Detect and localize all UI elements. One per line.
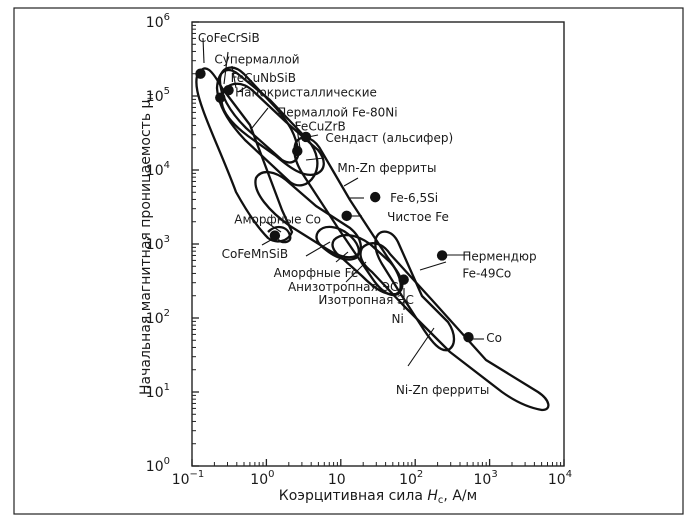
leader-line: [407, 327, 435, 367]
x-tick-label: 10−1: [172, 469, 205, 488]
data-label: Fe-6,5Si: [390, 191, 438, 205]
y-tick-label: 102: [146, 308, 170, 327]
label-leader-lines: [202, 37, 484, 367]
leader-line: [223, 51, 229, 85]
y-tick-label: 100: [146, 456, 170, 475]
data-label: Пермаллой Fe-80Ni: [277, 105, 397, 119]
data-label: Изотропная ЭС: [318, 293, 413, 307]
data-label: Ni-Zn ферриты: [396, 383, 489, 397]
data-label: Ni: [391, 312, 403, 326]
data-point: [436, 250, 448, 261]
leader-line: [202, 37, 205, 64]
data-labels: CoFeCrSiB Супермаллой FeCuNbSiBНанокристал…: [198, 31, 537, 397]
data-point: [195, 68, 206, 79]
data-label: Пермендюр: [462, 249, 536, 263]
data-label: Fe-49Co: [462, 267, 511, 281]
leader-line: [305, 241, 331, 257]
leader-line: [305, 157, 325, 161]
y-tick-label: 104: [146, 160, 170, 179]
data-label: Чистое Fe: [387, 210, 449, 224]
data-point: [398, 274, 409, 285]
region-outline-isotropic-steel: [331, 233, 404, 296]
data-label: FeCuNbSiB: [231, 71, 296, 85]
x-tick-label: 10: [328, 472, 346, 488]
x-tick-label: 103: [473, 469, 497, 488]
y-axis-ticks: 100 101 102 103 104 105 106: [146, 12, 199, 475]
leader-line: [343, 177, 359, 187]
y-tick-label: 106: [146, 12, 170, 31]
data-point: [370, 191, 381, 203]
region-outline-cofemnsib: [267, 225, 292, 244]
data-label: Co: [486, 331, 502, 345]
data-label: Сендаст (альсифер): [325, 131, 453, 145]
y-tick-label: 103: [146, 234, 170, 253]
material-region-outlines: [195, 66, 550, 412]
data-point: [269, 230, 281, 241]
region-outline-nizn-ferrite: [359, 242, 550, 412]
data-label: Нанокристаллические: [235, 86, 377, 100]
region-outline-amorphous-fe: [254, 170, 362, 259]
data-label: Аморфные Fe: [274, 266, 359, 280]
data-label: Mn-Zn ферриты: [337, 161, 436, 175]
leader-line: [231, 65, 237, 89]
leader-line: [335, 251, 349, 263]
figure-border: [13, 7, 684, 515]
data-label: CoFeCrSiB: [198, 31, 260, 45]
x-tick-label: 104: [548, 469, 572, 488]
x-axis-label: Коэрцитивная сила Hc, А/м: [279, 488, 477, 506]
region-outline-permalloy: [220, 82, 325, 177]
y-axis-label: Начальная магнитная проницаемость μн: [138, 93, 156, 395]
y-tick-label: 105: [146, 86, 170, 105]
data-point: [215, 92, 226, 103]
data-point: [341, 210, 352, 222]
leader-line: [295, 121, 301, 149]
leader-line: [419, 261, 447, 271]
data-label: Супермаллой: [214, 53, 299, 67]
leader-line: [237, 85, 249, 93]
data-label: CoFeMnSiB: [222, 247, 289, 261]
data-point: [223, 84, 234, 96]
region-outline-anisotropic-steel: [315, 225, 360, 261]
y-tick-label: 101: [146, 382, 170, 401]
data-points: [195, 68, 474, 343]
leader-line: [345, 261, 367, 283]
data-point: [292, 145, 303, 157]
x-tick-label: 102: [399, 469, 423, 488]
x-tick-label: 100: [250, 469, 274, 488]
data-label: Анизотропная ЭС: [288, 280, 398, 294]
region-outline-amorphous-co: [195, 67, 294, 243]
data-label: Аморфные Co: [234, 213, 321, 227]
leader-line: [251, 107, 269, 129]
leader-line: [265, 221, 282, 233]
region-outline-supermalloy: [215, 69, 319, 187]
data-point: [300, 131, 312, 143]
data-label: FeCuZrB: [295, 119, 346, 133]
data-point: [463, 332, 474, 343]
x-axis-ticks: 10−1 100 10 102 103 104: [172, 459, 572, 488]
